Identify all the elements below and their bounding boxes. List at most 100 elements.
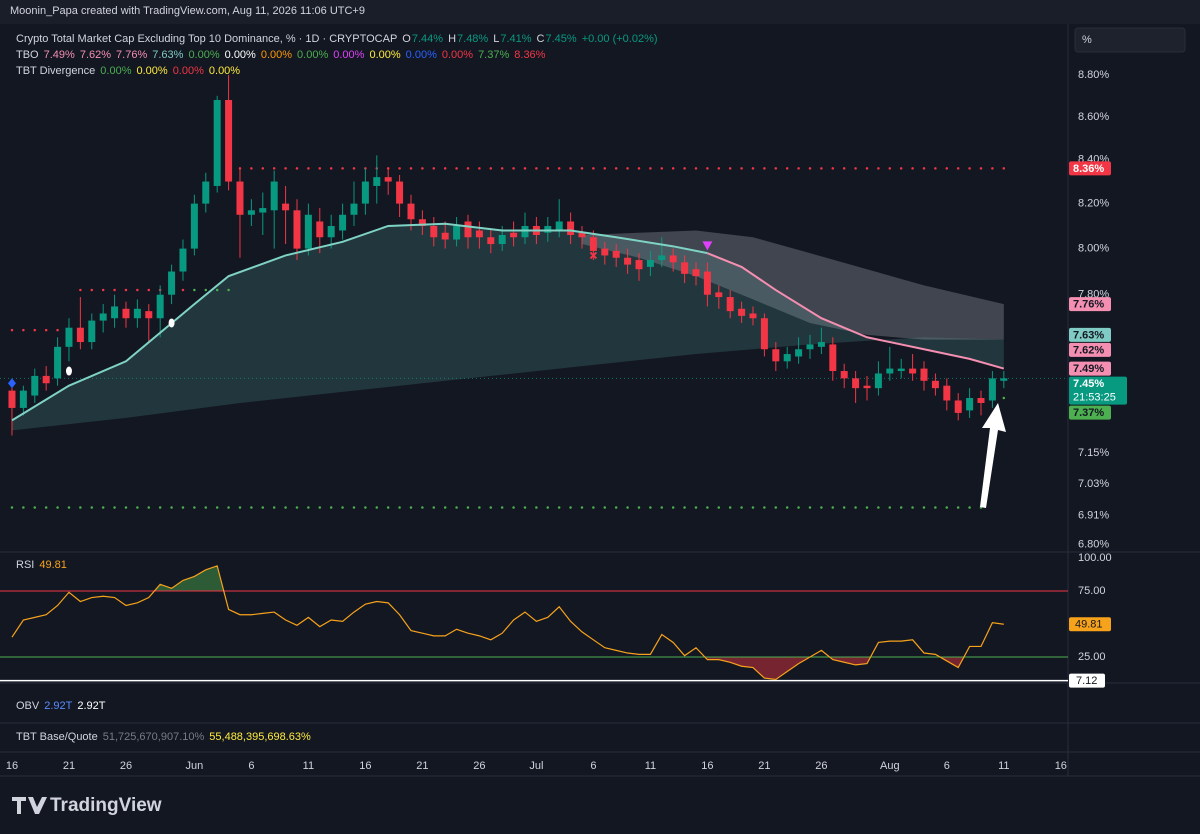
candle-body [726, 297, 734, 312]
ohlc-key: H [448, 33, 457, 45]
price-label-box [1069, 327, 1111, 342]
x-tick-label: Aug [880, 760, 900, 772]
indicator-value: 0.00% [100, 65, 132, 77]
candle-body [772, 349, 780, 362]
candle-body [612, 250, 620, 258]
x-tick-label: 21 [416, 760, 428, 772]
currency-box[interactable] [1074, 27, 1186, 53]
candle-body [521, 225, 529, 238]
price-label: 7.63% [1073, 329, 1104, 341]
rsi-legend: RSI 49.81 [16, 559, 72, 571]
indicator-line [707, 252, 1005, 370]
indicator-value: 7.63% [152, 49, 184, 61]
candle-body [510, 232, 518, 238]
candle-body [544, 225, 552, 233]
candle-body [133, 308, 141, 319]
rsi-value: 49.81 [39, 559, 67, 571]
level-value-label: 7.12 [1076, 675, 1097, 687]
indicator-value: 7.62% [79, 49, 112, 61]
indicator-value: 0.00% [224, 49, 256, 61]
ohlc-value: 7.44% [411, 33, 444, 45]
indicator-value: 0.00% [369, 49, 401, 61]
price-label: 7.37% [1073, 407, 1104, 419]
countdown: 21:53:25 [1073, 391, 1116, 403]
pane-value: 2.92T [77, 700, 106, 712]
indicator-name: TBT Divergence [16, 65, 96, 77]
candle-body [225, 100, 233, 182]
ohlc-value: 7.45% [545, 33, 577, 45]
candle-body [316, 221, 324, 238]
candle-body [874, 373, 882, 389]
x-tick-label: 16 [1055, 760, 1067, 772]
indicator-legend: TBT Divergence 0.00% 0.00% 0.00% 0.00% [16, 65, 245, 77]
y-tick-label: 6.91% [1078, 509, 1109, 521]
x-tick-label: 6 [248, 760, 254, 772]
candle-body [270, 181, 278, 211]
ohlc-key: O [402, 33, 411, 45]
candle-body [304, 214, 312, 249]
candle-body [475, 230, 483, 238]
price-label-box [1069, 361, 1111, 376]
chart-title: Crypto Total Market Cap Excluding Top 10… [16, 33, 398, 45]
x-tick-label: 21 [63, 760, 75, 772]
ohlc-key: C [536, 33, 545, 45]
candle-body [977, 398, 985, 403]
indicator-value: 0.00% [172, 65, 204, 77]
indicator-line [11, 222, 708, 422]
signal-marker [7, 378, 16, 389]
y-tick-label: 7.15% [1078, 447, 1109, 459]
pane-value: 2.92T [44, 700, 73, 712]
x-tick-label: 11 [645, 760, 656, 772]
x-tick-label: 26 [120, 760, 132, 772]
pane-value: 51,725,670,907.10% [102, 731, 205, 743]
candle-body [19, 390, 27, 408]
footer-brand: TradingView [50, 795, 162, 816]
price-label-box [1069, 342, 1111, 357]
rsi-value-box [1069, 617, 1111, 632]
indicator-name: TBO [16, 49, 39, 61]
candle-body [806, 344, 814, 350]
candle-body [635, 260, 643, 270]
candle-body [373, 177, 381, 186]
y-tick-label: 6.80% [1078, 539, 1109, 551]
candle-body [418, 219, 426, 226]
x-tick-label: 21 [758, 760, 770, 772]
candle-body [327, 225, 335, 238]
pane-value: 55,488,395,698.63% [209, 731, 311, 743]
candle-body [624, 257, 632, 265]
candle-body [8, 390, 16, 408]
rsi-oversold-fill [11, 656, 1004, 680]
candle-body [692, 269, 700, 277]
candle-body [487, 237, 495, 245]
price-label: 7.76% [1073, 298, 1104, 310]
indicator-value: 0.00% [208, 65, 241, 77]
candle-body [840, 371, 848, 379]
candle-body [111, 306, 119, 319]
candle-body [909, 368, 917, 374]
candle-body [259, 208, 267, 213]
candle-body [441, 232, 449, 240]
arrow-annotation [980, 403, 1006, 508]
candle-body [897, 368, 905, 372]
indicator-value: 0.00% [333, 49, 365, 61]
candle-body [31, 375, 39, 396]
rsi-value-label: 49.81 [1075, 619, 1103, 631]
candle-body [817, 342, 825, 347]
candle-body [99, 313, 107, 321]
logo-mark [12, 797, 47, 814]
candle-body [589, 237, 597, 251]
price-label: 8.36% [1073, 163, 1104, 175]
candle-body [247, 210, 255, 215]
y-tick-label: 8.60% [1078, 111, 1109, 123]
indicator-value: 0.00% [297, 49, 329, 61]
y-tick-label: 8.00% [1078, 243, 1109, 255]
candle-body [42, 375, 50, 384]
candle-body [179, 248, 187, 272]
candle-body [190, 203, 198, 249]
indicator-value: 0.00% [405, 49, 437, 61]
candle-body [202, 181, 210, 204]
x-tick-label: 16 [701, 760, 713, 772]
price-label: 7.62% [1073, 344, 1104, 356]
y-tick-label: 8.20% [1078, 198, 1109, 210]
